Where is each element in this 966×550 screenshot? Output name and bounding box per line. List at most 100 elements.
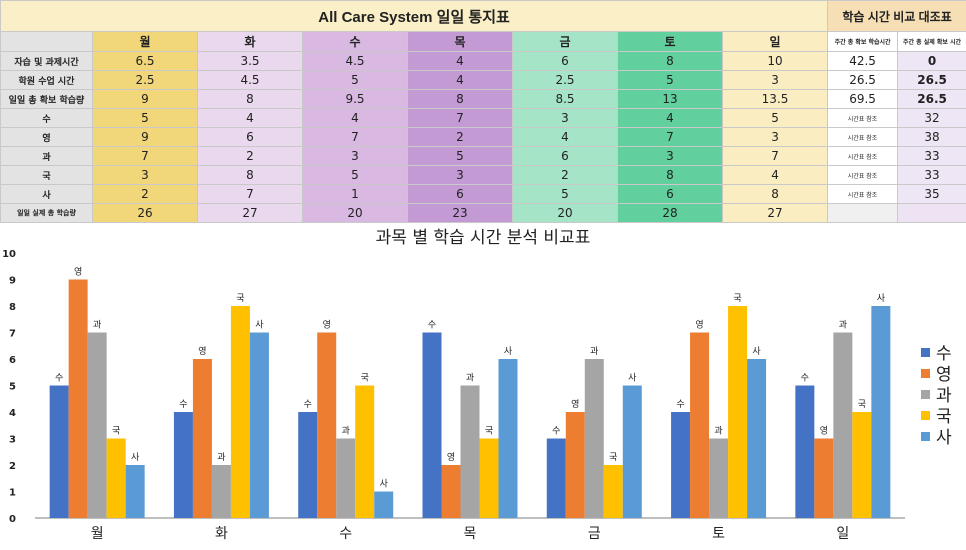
row-label[interactable]: 일일 실제 총 학습량 <box>1 204 93 223</box>
value-cell[interactable]: 9.5 <box>303 90 408 109</box>
compare-cell-2[interactable]: 33 <box>898 166 966 185</box>
value-cell[interactable]: 4.5 <box>198 71 303 90</box>
compare-cell-2[interactable] <box>898 204 966 223</box>
row-label[interactable]: 과 <box>1 147 93 166</box>
value-cell[interactable]: 7 <box>198 185 303 204</box>
compare-cell-2[interactable]: 32 <box>898 109 966 128</box>
value-cell[interactable]: 3.5 <box>198 52 303 71</box>
compare-cell-1[interactable]: 42.5 <box>828 52 898 71</box>
day-header-5[interactable]: 토 <box>618 32 723 52</box>
compare-cell-1[interactable]: 시간표 참조 <box>828 147 898 166</box>
value-cell[interactable]: 5 <box>723 109 828 128</box>
compare-cell-1[interactable]: 시간표 참조 <box>828 166 898 185</box>
value-cell[interactable]: 7 <box>303 128 408 147</box>
compare-header-0[interactable]: 주간 총 확보 학습시간 <box>828 32 898 52</box>
value-cell[interactable]: 4 <box>408 52 513 71</box>
value-cell[interactable]: 7 <box>723 147 828 166</box>
value-cell[interactable]: 7 <box>93 147 198 166</box>
value-cell[interactable]: 2 <box>513 166 618 185</box>
value-cell[interactable]: 8 <box>198 166 303 185</box>
value-cell[interactable]: 23 <box>408 204 513 223</box>
day-header-0[interactable]: 월 <box>93 32 198 52</box>
value-cell[interactable]: 8.5 <box>513 90 618 109</box>
value-cell[interactable]: 8 <box>408 90 513 109</box>
value-cell[interactable]: 1 <box>303 185 408 204</box>
value-cell[interactable]: 8 <box>618 52 723 71</box>
row-label[interactable]: 학원 수업 시간 <box>1 71 93 90</box>
value-cell[interactable]: 4.5 <box>303 52 408 71</box>
value-cell[interactable]: 9 <box>93 90 198 109</box>
value-cell[interactable]: 6 <box>513 147 618 166</box>
day-header-2[interactable]: 수 <box>303 32 408 52</box>
value-cell[interactable]: 3 <box>723 71 828 90</box>
value-cell[interactable]: 2 <box>93 185 198 204</box>
value-cell[interactable]: 3 <box>723 128 828 147</box>
compare-cell-2[interactable]: 38 <box>898 128 966 147</box>
value-cell[interactable]: 3 <box>618 147 723 166</box>
day-header-3[interactable]: 목 <box>408 32 513 52</box>
value-cell[interactable]: 13.5 <box>723 90 828 109</box>
value-cell[interactable]: 20 <box>303 204 408 223</box>
value-cell[interactable]: 4 <box>408 71 513 90</box>
corner-cell[interactable] <box>1 32 93 52</box>
value-cell[interactable]: 6.5 <box>93 52 198 71</box>
value-cell[interactable]: 8 <box>618 166 723 185</box>
value-cell[interactable]: 5 <box>303 71 408 90</box>
value-cell[interactable]: 7 <box>618 128 723 147</box>
compare-cell-2[interactable]: 26.5 <box>898 90 966 109</box>
value-cell[interactable]: 4 <box>198 109 303 128</box>
value-cell[interactable]: 13 <box>618 90 723 109</box>
value-cell[interactable]: 27 <box>198 204 303 223</box>
value-cell[interactable]: 8 <box>198 90 303 109</box>
value-cell[interactable]: 4 <box>513 128 618 147</box>
value-cell[interactable]: 5 <box>513 185 618 204</box>
value-cell[interactable]: 6 <box>408 185 513 204</box>
compare-cell-2[interactable]: 33 <box>898 147 966 166</box>
value-cell[interactable]: 28 <box>618 204 723 223</box>
value-cell[interactable]: 5 <box>93 109 198 128</box>
value-cell[interactable]: 5 <box>408 147 513 166</box>
compare-cell-1[interactable]: 시간표 참조 <box>828 185 898 204</box>
value-cell[interactable]: 10 <box>723 52 828 71</box>
value-cell[interactable]: 2.5 <box>513 71 618 90</box>
value-cell[interactable]: 2 <box>408 128 513 147</box>
row-label[interactable]: 사 <box>1 185 93 204</box>
value-cell[interactable]: 5 <box>618 71 723 90</box>
value-cell[interactable]: 6 <box>198 128 303 147</box>
day-header-6[interactable]: 일 <box>723 32 828 52</box>
value-cell[interactable]: 9 <box>93 128 198 147</box>
row-label[interactable]: 자습 및 과제시간 <box>1 52 93 71</box>
value-cell[interactable]: 7 <box>408 109 513 128</box>
row-label[interactable]: 국 <box>1 166 93 185</box>
value-cell[interactable]: 3 <box>303 147 408 166</box>
row-label[interactable]: 수 <box>1 109 93 128</box>
value-cell[interactable]: 27 <box>723 204 828 223</box>
compare-cell-1[interactable]: 시간표 참조 <box>828 109 898 128</box>
value-cell[interactable]: 26 <box>93 204 198 223</box>
value-cell[interactable]: 5 <box>303 166 408 185</box>
compare-cell-2[interactable]: 26.5 <box>898 71 966 90</box>
compare-header-1[interactable]: 주간 총 실제 확보 시간 <box>898 32 966 52</box>
value-cell[interactable]: 4 <box>723 166 828 185</box>
compare-cell-2[interactable]: 35 <box>898 185 966 204</box>
day-header-4[interactable]: 금 <box>513 32 618 52</box>
value-cell[interactable]: 6 <box>618 185 723 204</box>
row-label[interactable]: 영 <box>1 128 93 147</box>
sheet-title[interactable]: All Care System 일일 통지표 <box>1 1 828 32</box>
value-cell[interactable]: 3 <box>513 109 618 128</box>
value-cell[interactable]: 2.5 <box>93 71 198 90</box>
compare-cell-1[interactable]: 26.5 <box>828 71 898 90</box>
compare-cell-2[interactable]: 0 <box>898 52 966 71</box>
row-label[interactable]: 일일 총 확보 학습량 <box>1 90 93 109</box>
compare-cell-1[interactable]: 시간표 참조 <box>828 128 898 147</box>
compare-cell-1[interactable]: 69.5 <box>828 90 898 109</box>
value-cell[interactable]: 20 <box>513 204 618 223</box>
value-cell[interactable]: 4 <box>618 109 723 128</box>
day-header-1[interactable]: 화 <box>198 32 303 52</box>
value-cell[interactable]: 8 <box>723 185 828 204</box>
value-cell[interactable]: 6 <box>513 52 618 71</box>
value-cell[interactable]: 4 <box>303 109 408 128</box>
value-cell[interactable]: 3 <box>93 166 198 185</box>
compare-title[interactable]: 학습 시간 비교 대조표 <box>828 1 966 32</box>
compare-cell-1[interactable] <box>828 204 898 223</box>
